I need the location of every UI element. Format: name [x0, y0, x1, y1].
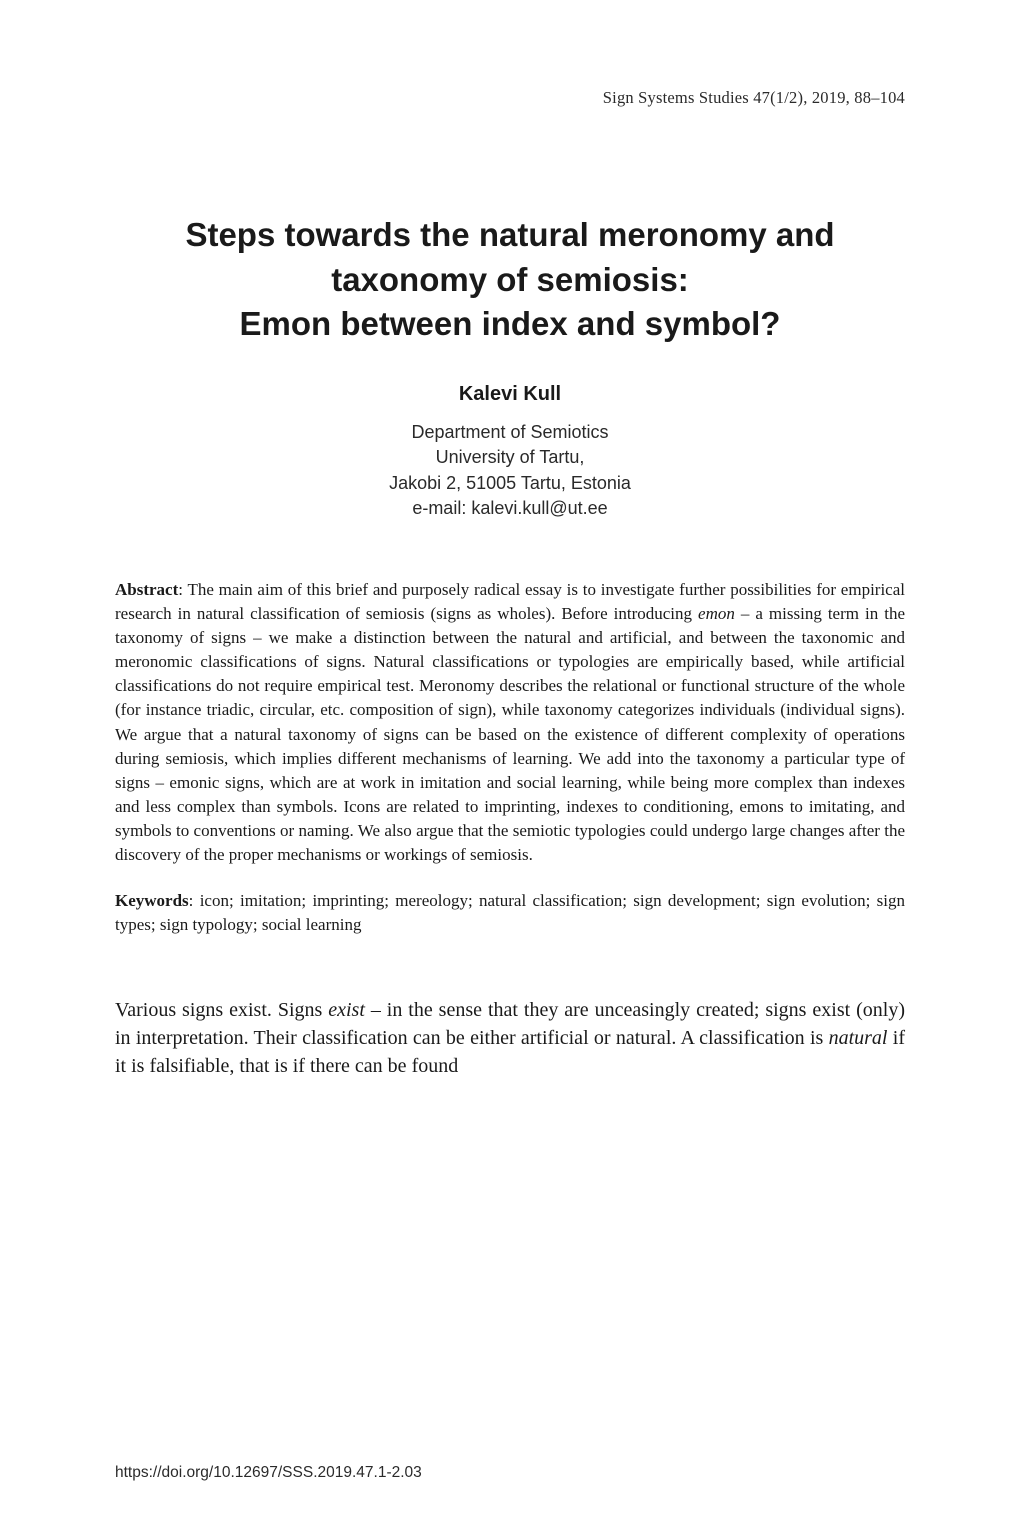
abstract-text-after-emon: – a missing term in the taxonomy of sign… [115, 604, 905, 864]
title-line-1: Steps towards the natural meronomy and [185, 216, 834, 253]
author-name: Kalevi Kull [115, 383, 905, 406]
doi-footer: https://doi.org/10.12697/SSS.2019.47.1-2… [115, 1464, 422, 1482]
article-title: Steps towards the natural meronomy and t… [115, 213, 905, 347]
body-p1-italic-natural: natural [829, 1027, 888, 1049]
title-line-2: taxonomy of semiosis: [331, 261, 689, 298]
affiliation-line-1: Department of Semiotics [411, 422, 608, 442]
author-affiliation: Department of Semiotics University of Ta… [115, 420, 905, 522]
affiliation-line-3: Jakobi 2, 51005 Tartu, Estonia [389, 473, 631, 493]
body-paragraph-1: Various signs exist. Signs exist – in th… [115, 996, 905, 1081]
body-p1-part1: Various signs exist. Signs [115, 999, 328, 1021]
abstract-label: Abstract [115, 580, 178, 599]
abstract-block: Abstract: The main aim of this brief and… [115, 578, 905, 868]
affiliation-line-4: e-mail: kalevi.kull@ut.ee [412, 498, 607, 518]
doi-text: https://doi.org/10.12697/SSS.2019.47.1-2… [115, 1464, 422, 1481]
keywords-block: Keywords: icon; imitation; imprinting; m… [115, 889, 905, 937]
affiliation-line-2: University of Tartu, [436, 447, 585, 467]
keywords-text: : icon; imitation; imprinting; mereology… [115, 891, 905, 934]
title-line-3: Emon between index and symbol? [240, 305, 781, 342]
journal-reference: Sign Systems Studies 47(1/2), 2019, 88–1… [603, 88, 905, 107]
keywords-label: Keywords [115, 891, 189, 910]
body-p1-italic-exist: exist [328, 999, 365, 1021]
abstract-emon-italic: emon [698, 604, 735, 623]
journal-header: Sign Systems Studies 47(1/2), 2019, 88–1… [115, 88, 905, 108]
